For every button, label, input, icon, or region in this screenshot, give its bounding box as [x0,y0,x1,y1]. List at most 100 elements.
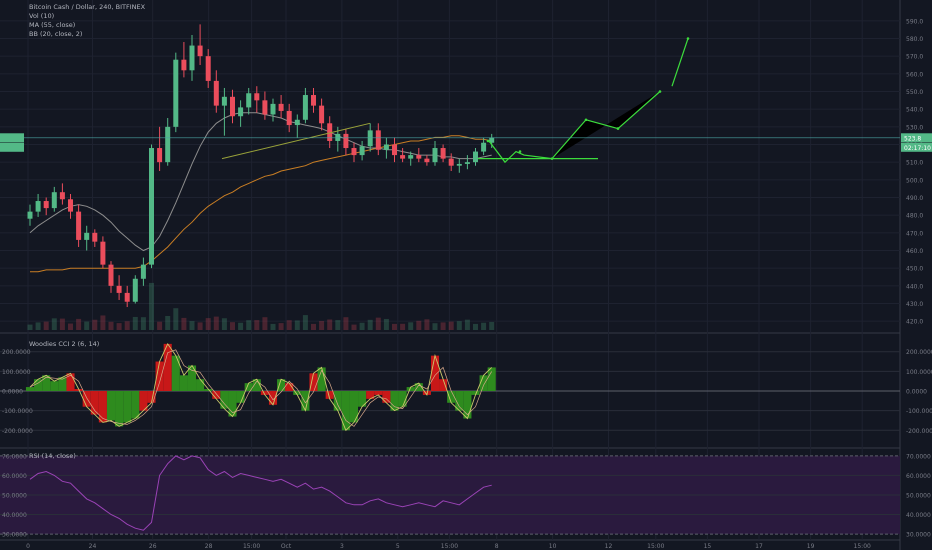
price-tick-label: 440.0 [906,283,923,290]
candle-body [173,59,179,127]
candle-body [132,278,138,302]
candle-body [254,93,260,101]
time-tick-label: 24 [89,543,97,550]
bb-indicator-label[interactable]: BB (20, close, 2) [29,30,83,38]
candle-body [84,232,90,240]
cci-fill [382,391,391,403]
arrow-head [616,127,620,130]
cci-fill [115,391,124,427]
candle-body [149,148,154,265]
volume-bar [375,317,381,330]
cci-fill [309,373,318,391]
time-tick-label: Oct [281,543,292,550]
volume-bar [432,323,438,330]
rsi-tick-label: 30.0000 [906,532,931,539]
volume-indicator-label[interactable]: Vol (10) [29,12,55,20]
arrow-head [518,150,522,153]
cci-panel-title[interactable]: Woodies CCI 2 (6, 14) [29,340,100,348]
cci-fill [139,391,148,411]
volume-bar [286,320,292,330]
volume-bar [383,318,389,330]
cci-fill [358,391,367,407]
symbol-title[interactable]: Bitcoin Cash / Dollar, 240, BITFINEX [29,3,146,11]
projection-arrow [488,140,553,164]
volume-bar [59,318,65,330]
cci-fill [447,391,456,403]
candle-body [359,146,365,156]
price-tick-label: 450.0 [906,266,923,273]
candle-body [456,163,462,166]
cci-fill [317,367,326,391]
cci-fill [236,391,245,403]
volume-bar [319,321,325,330]
cci-tick-label: 200.0000 [906,349,932,356]
volume-bar [124,321,130,330]
volume-bar [400,323,406,330]
ma-indicator-label[interactable]: MA (55, close) [29,21,76,29]
candle-body [181,59,187,71]
price-tick-label: 480.0 [906,213,923,220]
cci-tick-label: 100.0000 [906,369,932,376]
volume-bar [230,322,235,330]
price-tick-label: 560.0 [906,71,923,78]
axes: 590.0580.0570.0560.0550.0540.0530.0520.0… [0,18,932,550]
volume-bar [335,320,341,330]
volume-bar [343,317,349,330]
price-tick-label: 530.0 [906,124,923,131]
cci-fill [25,387,35,391]
cci-left-tick-label: 100.0000 [2,369,31,376]
volume-bar [100,315,106,330]
trendline [221,122,371,160]
candle-body [43,201,49,209]
cci-fill [187,365,197,391]
candle-body [424,158,430,163]
candle-body [440,148,446,159]
candle-body [375,130,381,150]
time-tick-label: 0 [26,543,30,550]
price-tick-label: 460.0 [906,248,923,255]
cci-fill [58,377,67,391]
volume-bar [197,322,203,330]
rsi-panel-title[interactable]: RSI (14, close) [29,452,76,460]
volume-bar [51,318,57,330]
rsi-left-tick-label: 30.0000 [2,532,27,539]
price-tick-label: 500.0 [906,177,923,184]
candle-body [311,95,316,106]
cci-fill [341,391,350,431]
cci-fill [106,391,116,421]
candlestick-series [27,24,495,308]
cci-fill [398,391,407,407]
candle-body [108,264,114,286]
cci-fill [155,361,164,391]
cci-fill [42,375,51,391]
candle-body [221,96,227,106]
cci-fill [260,391,269,395]
cci-fill [50,381,59,391]
volume-bar [392,323,397,330]
current-price-badge [901,133,932,143]
cci-fill [349,391,359,423]
candle-body [302,95,308,120]
volume-bar [464,319,470,330]
candle-body [286,110,292,126]
ma-line [30,135,492,273]
price-tick-label: 540.0 [906,107,923,114]
cci-fill [301,391,310,411]
cci-fill [366,391,375,399]
time-tick-label: 15:00 [647,543,664,550]
cci-fill [163,343,172,391]
volume-bar [302,315,308,330]
cci-fill [455,391,464,411]
cci-fill [90,391,99,415]
volume-bar [165,316,171,330]
cci-fill [333,391,342,411]
volume-bar [473,323,478,330]
candle-body [473,151,478,163]
candle-body [416,155,422,159]
candle-body [238,107,244,117]
rsi-tick-label: 60.0000 [906,473,931,480]
volume-bar [173,308,179,330]
price-tick-label: 430.0 [906,301,923,308]
candle-body [116,285,122,293]
